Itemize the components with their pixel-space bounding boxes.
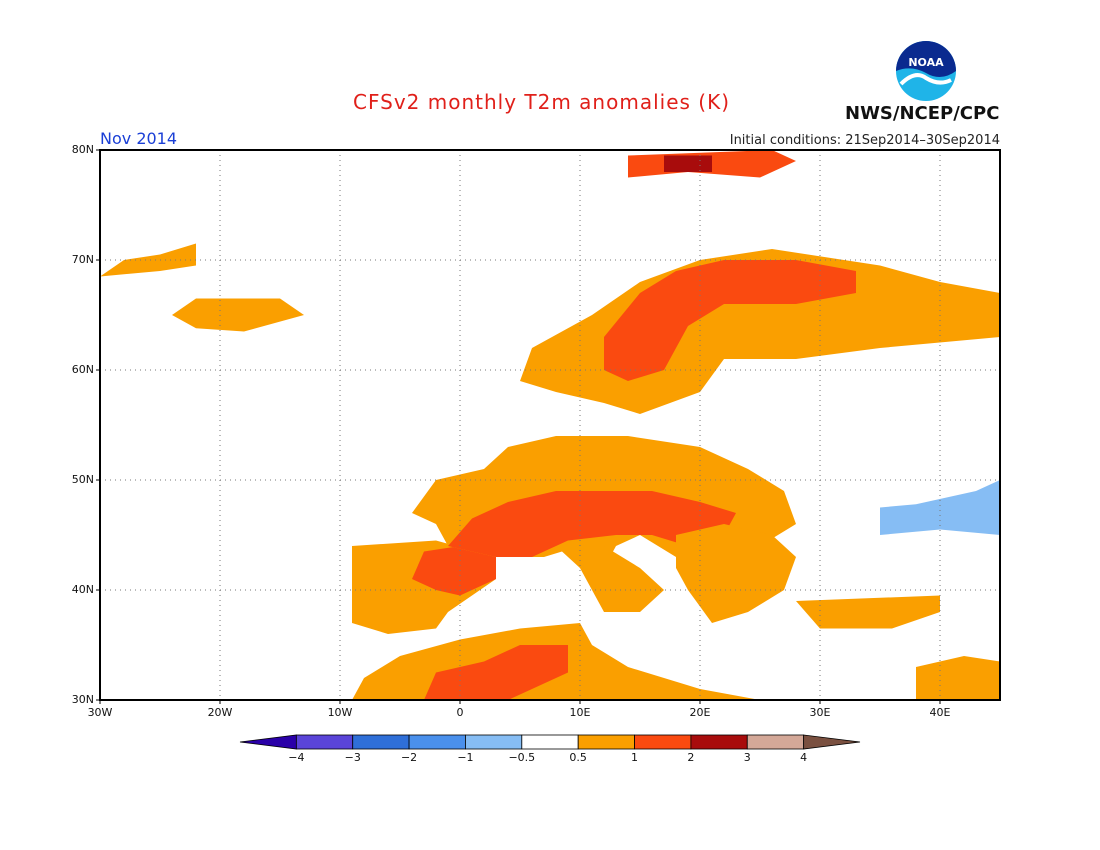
colorbar-segment (352, 734, 410, 750)
anomaly-region (556, 546, 664, 612)
lat-label: 50N (71, 473, 94, 486)
anomaly-region (448, 491, 736, 557)
lon-label: 20E (689, 706, 711, 719)
anomaly-region (880, 480, 1000, 535)
anomaly-region (424, 645, 568, 700)
anomaly-region (604, 260, 856, 381)
lon-label: 10W (327, 706, 353, 719)
colorbar-label: −2 (400, 751, 418, 764)
lat-label: 40N (71, 583, 94, 596)
colorbar-label: −0.5 (508, 751, 536, 764)
colorbar-segment (690, 734, 748, 750)
colorbar-label: 4 (800, 751, 808, 764)
colorbar-segment (577, 734, 635, 750)
colorbar-segment (408, 734, 466, 750)
lon-label: 30E (809, 706, 831, 719)
anomaly-region (412, 546, 496, 596)
colorbar-segment (295, 734, 354, 750)
colorbar-arrow-left (239, 734, 297, 750)
map-title: CFSv2 monthly T2m anomalies (K) (353, 90, 730, 114)
colorbar-label: 2 (687, 751, 695, 764)
lon-label: 40E (929, 706, 951, 719)
lon-label: 10E (569, 706, 591, 719)
noaa-logo-icon: NOAA (896, 41, 956, 101)
lat-label: 80N (71, 143, 94, 156)
anomaly-region (796, 595, 940, 629)
colorbar-label: 3 (743, 751, 751, 764)
anomaly-region (676, 524, 796, 623)
anomaly-region (172, 298, 304, 332)
logo-text: NOAA (908, 56, 944, 69)
colorbar-label: −3 (344, 751, 361, 764)
lon-label: 30W (87, 706, 113, 719)
lat-label: 70N (71, 253, 94, 266)
colorbar-arrow-right (803, 734, 861, 750)
colorbar-segment (521, 734, 579, 750)
colorbar-label: 0.5 (569, 751, 587, 764)
lon-label: 0 (456, 706, 464, 719)
colorbar-segment (746, 734, 805, 750)
lat-label: 30N (71, 693, 94, 706)
colorbar-label: −4 (288, 751, 305, 764)
anomaly-region (664, 155, 712, 172)
agency-label: NWS/NCEP/CPC (845, 103, 1000, 124)
colorbar-label: −1 (457, 751, 474, 764)
anomaly-region (916, 656, 1000, 700)
forecast-month: Nov 2014 (100, 129, 178, 148)
colorbar-segment (465, 734, 523, 750)
initial-conditions: Initial conditions: 21Sep2014–30Sep2014 (729, 133, 1000, 148)
anomaly-region (100, 243, 196, 277)
colorbar-segment (634, 734, 692, 750)
colorbar-label: 1 (631, 751, 639, 764)
lon-label: 20W (207, 706, 233, 719)
map-frame (99, 149, 1001, 701)
lat-label: 60N (71, 363, 94, 376)
